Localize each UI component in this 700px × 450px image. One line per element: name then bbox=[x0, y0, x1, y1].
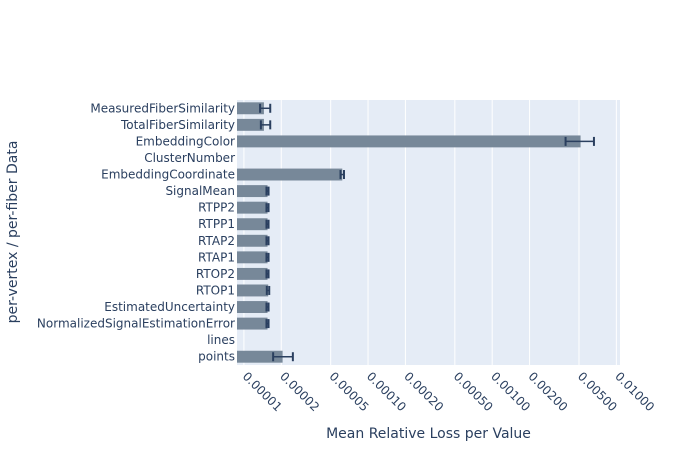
x-tick-label: 0.00100 bbox=[488, 369, 533, 414]
x-axis-title: Mean Relative Loss per Value bbox=[326, 426, 531, 442]
bar bbox=[237, 185, 268, 198]
y-tick-label: MeasuredFiberSimilarity bbox=[90, 101, 235, 115]
bar bbox=[237, 267, 268, 280]
y-tick-label: EstimatedUncertainty bbox=[104, 300, 235, 314]
bar bbox=[237, 118, 264, 131]
bar bbox=[237, 317, 268, 330]
bar bbox=[237, 135, 581, 148]
x-tick-label: 0.00002 bbox=[277, 369, 322, 414]
y-tick-label: SignalMean bbox=[165, 184, 235, 198]
bar bbox=[237, 350, 283, 363]
bar bbox=[237, 201, 268, 214]
error-bars-group bbox=[259, 103, 595, 362]
y-tick-label: ClusterNumber bbox=[144, 151, 235, 165]
y-tick-label: lines bbox=[207, 333, 235, 347]
bar bbox=[237, 284, 269, 297]
bar bbox=[237, 102, 264, 115]
y-tick-label: RTOP2 bbox=[196, 267, 235, 281]
x-tick-label: 0.00005 bbox=[327, 369, 372, 414]
y-axis-title: per-vertex / per-fiber Data bbox=[5, 141, 21, 324]
y-tick-label: TotalFiberSimilarity bbox=[120, 118, 235, 132]
y-tick-label: RTAP2 bbox=[198, 234, 235, 248]
x-tick-label: 0.00200 bbox=[525, 369, 570, 414]
y-tick-label: EmbeddingCoordinate bbox=[101, 168, 235, 182]
bar bbox=[237, 301, 268, 313]
y-tick-label: RTAP1 bbox=[198, 250, 235, 264]
bar bbox=[237, 251, 268, 264]
bar bbox=[237, 218, 268, 231]
y-tick-label: EmbeddingColor bbox=[136, 134, 235, 148]
y-tick-label: RTPP1 bbox=[198, 217, 235, 231]
y-tick-labels: MeasuredFiberSimilarity TotalFiberSimilar… bbox=[37, 101, 235, 363]
x-tick-label: 0.00020 bbox=[401, 369, 446, 414]
x-tick-label: 0.00050 bbox=[451, 369, 496, 414]
y-tick-label: points bbox=[198, 350, 235, 364]
bar bbox=[237, 168, 343, 181]
y-tick-label: RTPP2 bbox=[198, 201, 235, 215]
x-tick-label: 0.01000 bbox=[612, 369, 657, 414]
x-tick-label: 0.00500 bbox=[575, 369, 620, 414]
y-tick-label: NormalizedSignalEstimationError bbox=[37, 317, 235, 331]
x-tick-label: 0.00010 bbox=[364, 369, 409, 414]
bar bbox=[237, 234, 268, 247]
bars-group bbox=[237, 102, 581, 363]
y-tick-label: RTOP1 bbox=[196, 283, 235, 297]
x-tick-label: 0.00001 bbox=[240, 369, 285, 414]
